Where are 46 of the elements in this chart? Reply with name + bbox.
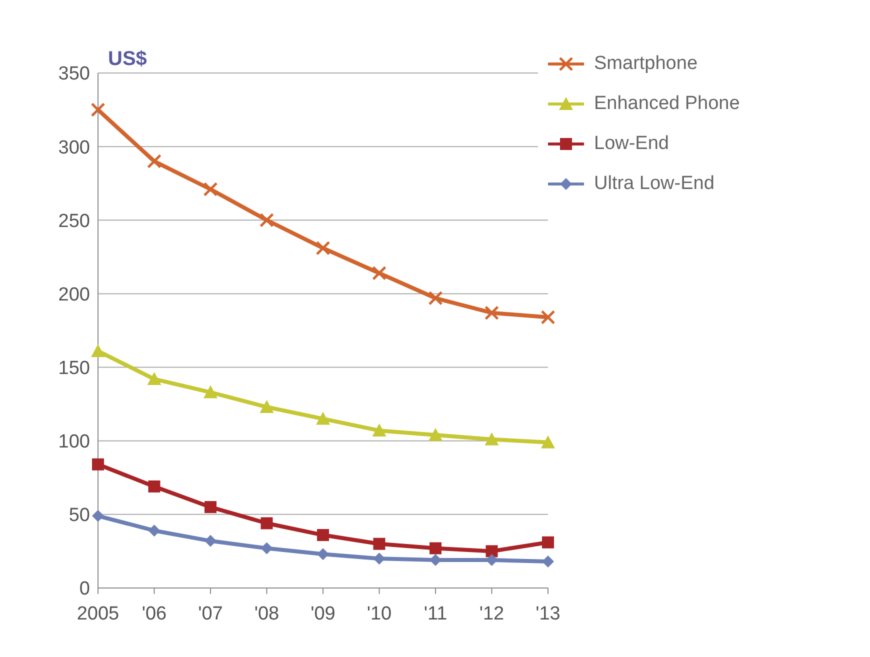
point [373,538,386,550]
point [541,435,555,448]
x-tick-label: '12 [479,603,504,624]
point [484,432,499,446]
point [542,556,554,568]
point [260,400,274,414]
point [260,542,273,554]
y-tick-label: 100 [58,432,90,453]
point [260,517,273,530]
point [148,480,160,492]
y-tick-label: 200 [58,284,90,306]
point [542,536,554,548]
point [91,344,105,358]
point [317,529,329,542]
x-tick-label: '09 [310,603,336,624]
legend-label: Smartphone [593,52,699,76]
legend-label: Enhanced Phone [593,92,741,116]
point [147,372,162,386]
point [316,412,330,425]
point [92,510,104,522]
point [204,385,218,398]
point [317,548,329,560]
point [204,534,216,547]
point [428,428,442,441]
point [486,545,498,558]
y-tick-label: 0 [79,578,90,600]
y-axis-title: US$ [108,48,147,71]
y-tick-label: 350 [58,64,90,85]
y-tick-label: 50 [68,505,90,526]
y-tick-label: 300 [58,137,90,158]
x-tick-label: '08 [254,603,280,624]
y-tick-label: 250 [58,210,90,232]
point [92,458,104,470]
legend-label: Low-End [593,132,670,156]
legend-label: Ultra Low-End [593,172,716,196]
x-tick-label: 2005 [76,603,120,624]
x-tick-label: '06 [142,603,167,624]
x-tick-label: '10 [366,603,392,624]
point [204,501,216,514]
point [372,424,386,437]
x-tick-label: '07 [198,603,223,624]
point [148,524,160,537]
x-tick-label: '13 [536,603,560,624]
point [430,542,442,554]
y-tick-label: 150 [58,358,90,380]
x-tick-label: '11 [424,603,448,624]
